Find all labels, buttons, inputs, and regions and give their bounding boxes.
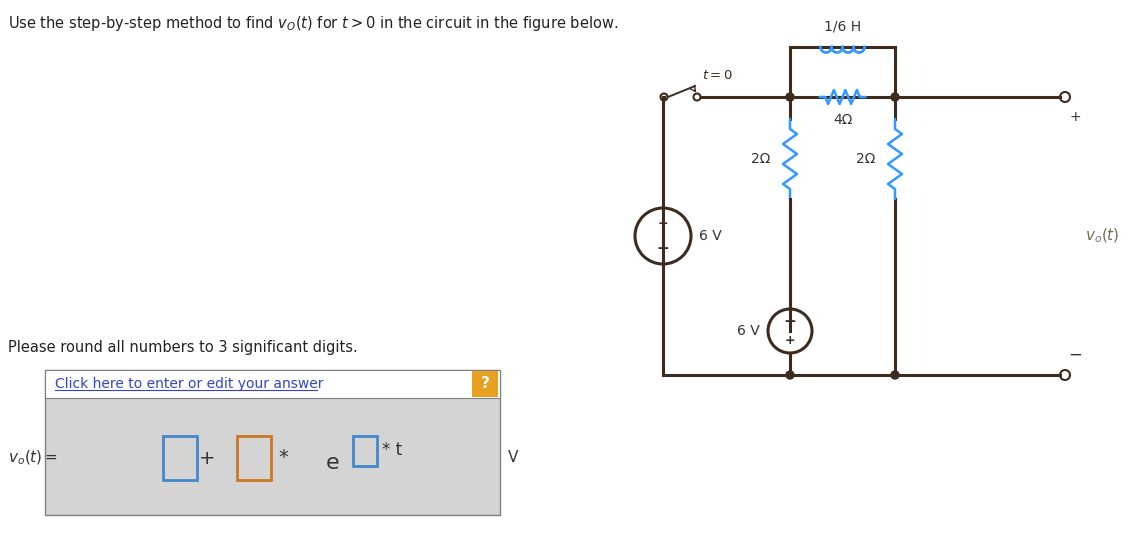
FancyBboxPatch shape <box>353 436 377 466</box>
Text: +: + <box>785 334 795 347</box>
Text: Use the step-by-step method to find $v_O(t)$ for $t > 0$ in the circuit in the f: Use the step-by-step method to find $v_O… <box>8 14 619 33</box>
Text: $v_o(t)$: $v_o(t)$ <box>1085 227 1120 245</box>
Text: −: − <box>1068 346 1082 364</box>
Text: Please round all numbers to 3 significant digits.: Please round all numbers to 3 significan… <box>8 340 357 355</box>
Text: ?: ? <box>481 377 490 391</box>
FancyBboxPatch shape <box>472 371 498 397</box>
Text: −: − <box>784 314 796 329</box>
Text: *: * <box>278 448 288 467</box>
Text: $t = 0$: $t = 0$ <box>702 69 733 82</box>
FancyBboxPatch shape <box>45 370 500 398</box>
Circle shape <box>891 371 899 379</box>
Text: * t: * t <box>382 441 403 459</box>
Text: +: + <box>199 448 215 467</box>
Text: 1/6 H: 1/6 H <box>824 19 861 33</box>
Text: 6 V: 6 V <box>699 229 722 243</box>
Circle shape <box>891 93 899 101</box>
Text: e: e <box>326 453 339 473</box>
Text: 2Ω: 2Ω <box>751 152 770 166</box>
Text: −: − <box>657 241 670 256</box>
Text: Click here to enter or edit your answer: Click here to enter or edit your answer <box>55 377 323 391</box>
Text: 2Ω: 2Ω <box>856 152 875 166</box>
Text: V: V <box>508 451 518 466</box>
FancyBboxPatch shape <box>45 370 500 515</box>
FancyBboxPatch shape <box>238 436 271 480</box>
Text: +: + <box>1069 110 1081 124</box>
Text: 6 V: 6 V <box>737 324 760 338</box>
Text: 4Ω: 4Ω <box>832 113 852 127</box>
FancyBboxPatch shape <box>163 436 197 480</box>
Circle shape <box>786 371 794 379</box>
Text: +: + <box>658 217 668 230</box>
Circle shape <box>786 93 794 101</box>
Text: $v_o(t) =$: $v_o(t) =$ <box>8 449 58 467</box>
